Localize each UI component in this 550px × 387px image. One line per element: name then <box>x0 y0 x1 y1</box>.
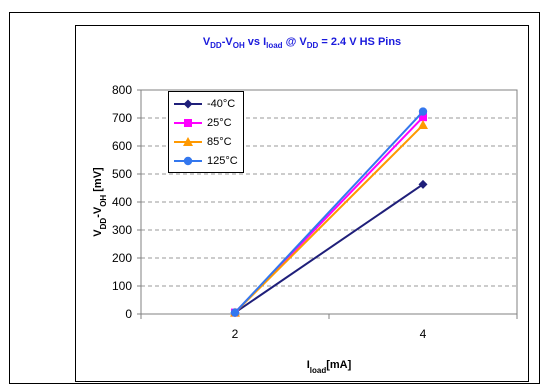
x-axis-title: Iload[mA] <box>307 359 352 375</box>
y-tick-label: 500 <box>112 167 132 181</box>
y-tick-label: 600 <box>112 139 132 153</box>
legend: -40°C 25°C 85°C 125°C <box>168 91 244 173</box>
legend-swatch-1 <box>174 119 202 127</box>
legend-swatch-0 <box>174 99 202 109</box>
chart-area: VDD-VOH vs Iload @ VDD = 2.4 V HS Pins <box>75 25 529 382</box>
data-point <box>418 120 428 129</box>
y-tick-label: 800 <box>112 83 132 97</box>
x-tick-label: 2 <box>232 327 239 341</box>
y-axis-title: VDD-VOH [mV] <box>92 167 108 237</box>
legend-label: 25°C <box>207 117 232 129</box>
legend-marker <box>183 137 193 146</box>
data-point <box>418 179 428 189</box>
series-line <box>234 110 424 314</box>
y-tick-label: 200 <box>112 251 132 265</box>
y-tick-label: 400 <box>112 195 132 209</box>
series-3 <box>230 107 428 317</box>
y-tick-label: 0 <box>125 307 132 321</box>
data-point <box>418 107 428 116</box>
data-point <box>230 308 240 317</box>
series-0 <box>230 179 428 318</box>
legend-item: 85°C <box>173 134 243 150</box>
series-layer <box>230 107 428 318</box>
legend-label: 85°C <box>207 136 232 148</box>
legend-label: 125°C <box>207 155 238 167</box>
legend-item: -40°C <box>173 96 243 112</box>
legend-marker <box>183 156 193 166</box>
legend-swatch-3 <box>174 156 202 166</box>
legend-marker <box>184 119 192 127</box>
series-line <box>234 183 424 314</box>
y-tick-label: 700 <box>112 111 132 125</box>
legend-label: -40°C <box>207 98 236 110</box>
legend-item: 25°C <box>173 115 243 131</box>
y-axis-ticks: 0 100 200 300 400 500 600 700 800 <box>112 83 141 321</box>
series-line <box>234 124 424 314</box>
legend-marker <box>183 99 193 109</box>
y-tick-label: 100 <box>112 279 132 293</box>
x-tick-label: 4 <box>420 327 427 341</box>
legend-item: 125°C <box>173 153 243 169</box>
legend-swatch-2 <box>174 137 202 146</box>
chart-title: VDD-VOH vs Iload @ VDD = 2.4 V HS Pins <box>202 36 402 51</box>
data-point <box>419 113 427 122</box>
y-tick-label: 300 <box>112 223 132 237</box>
